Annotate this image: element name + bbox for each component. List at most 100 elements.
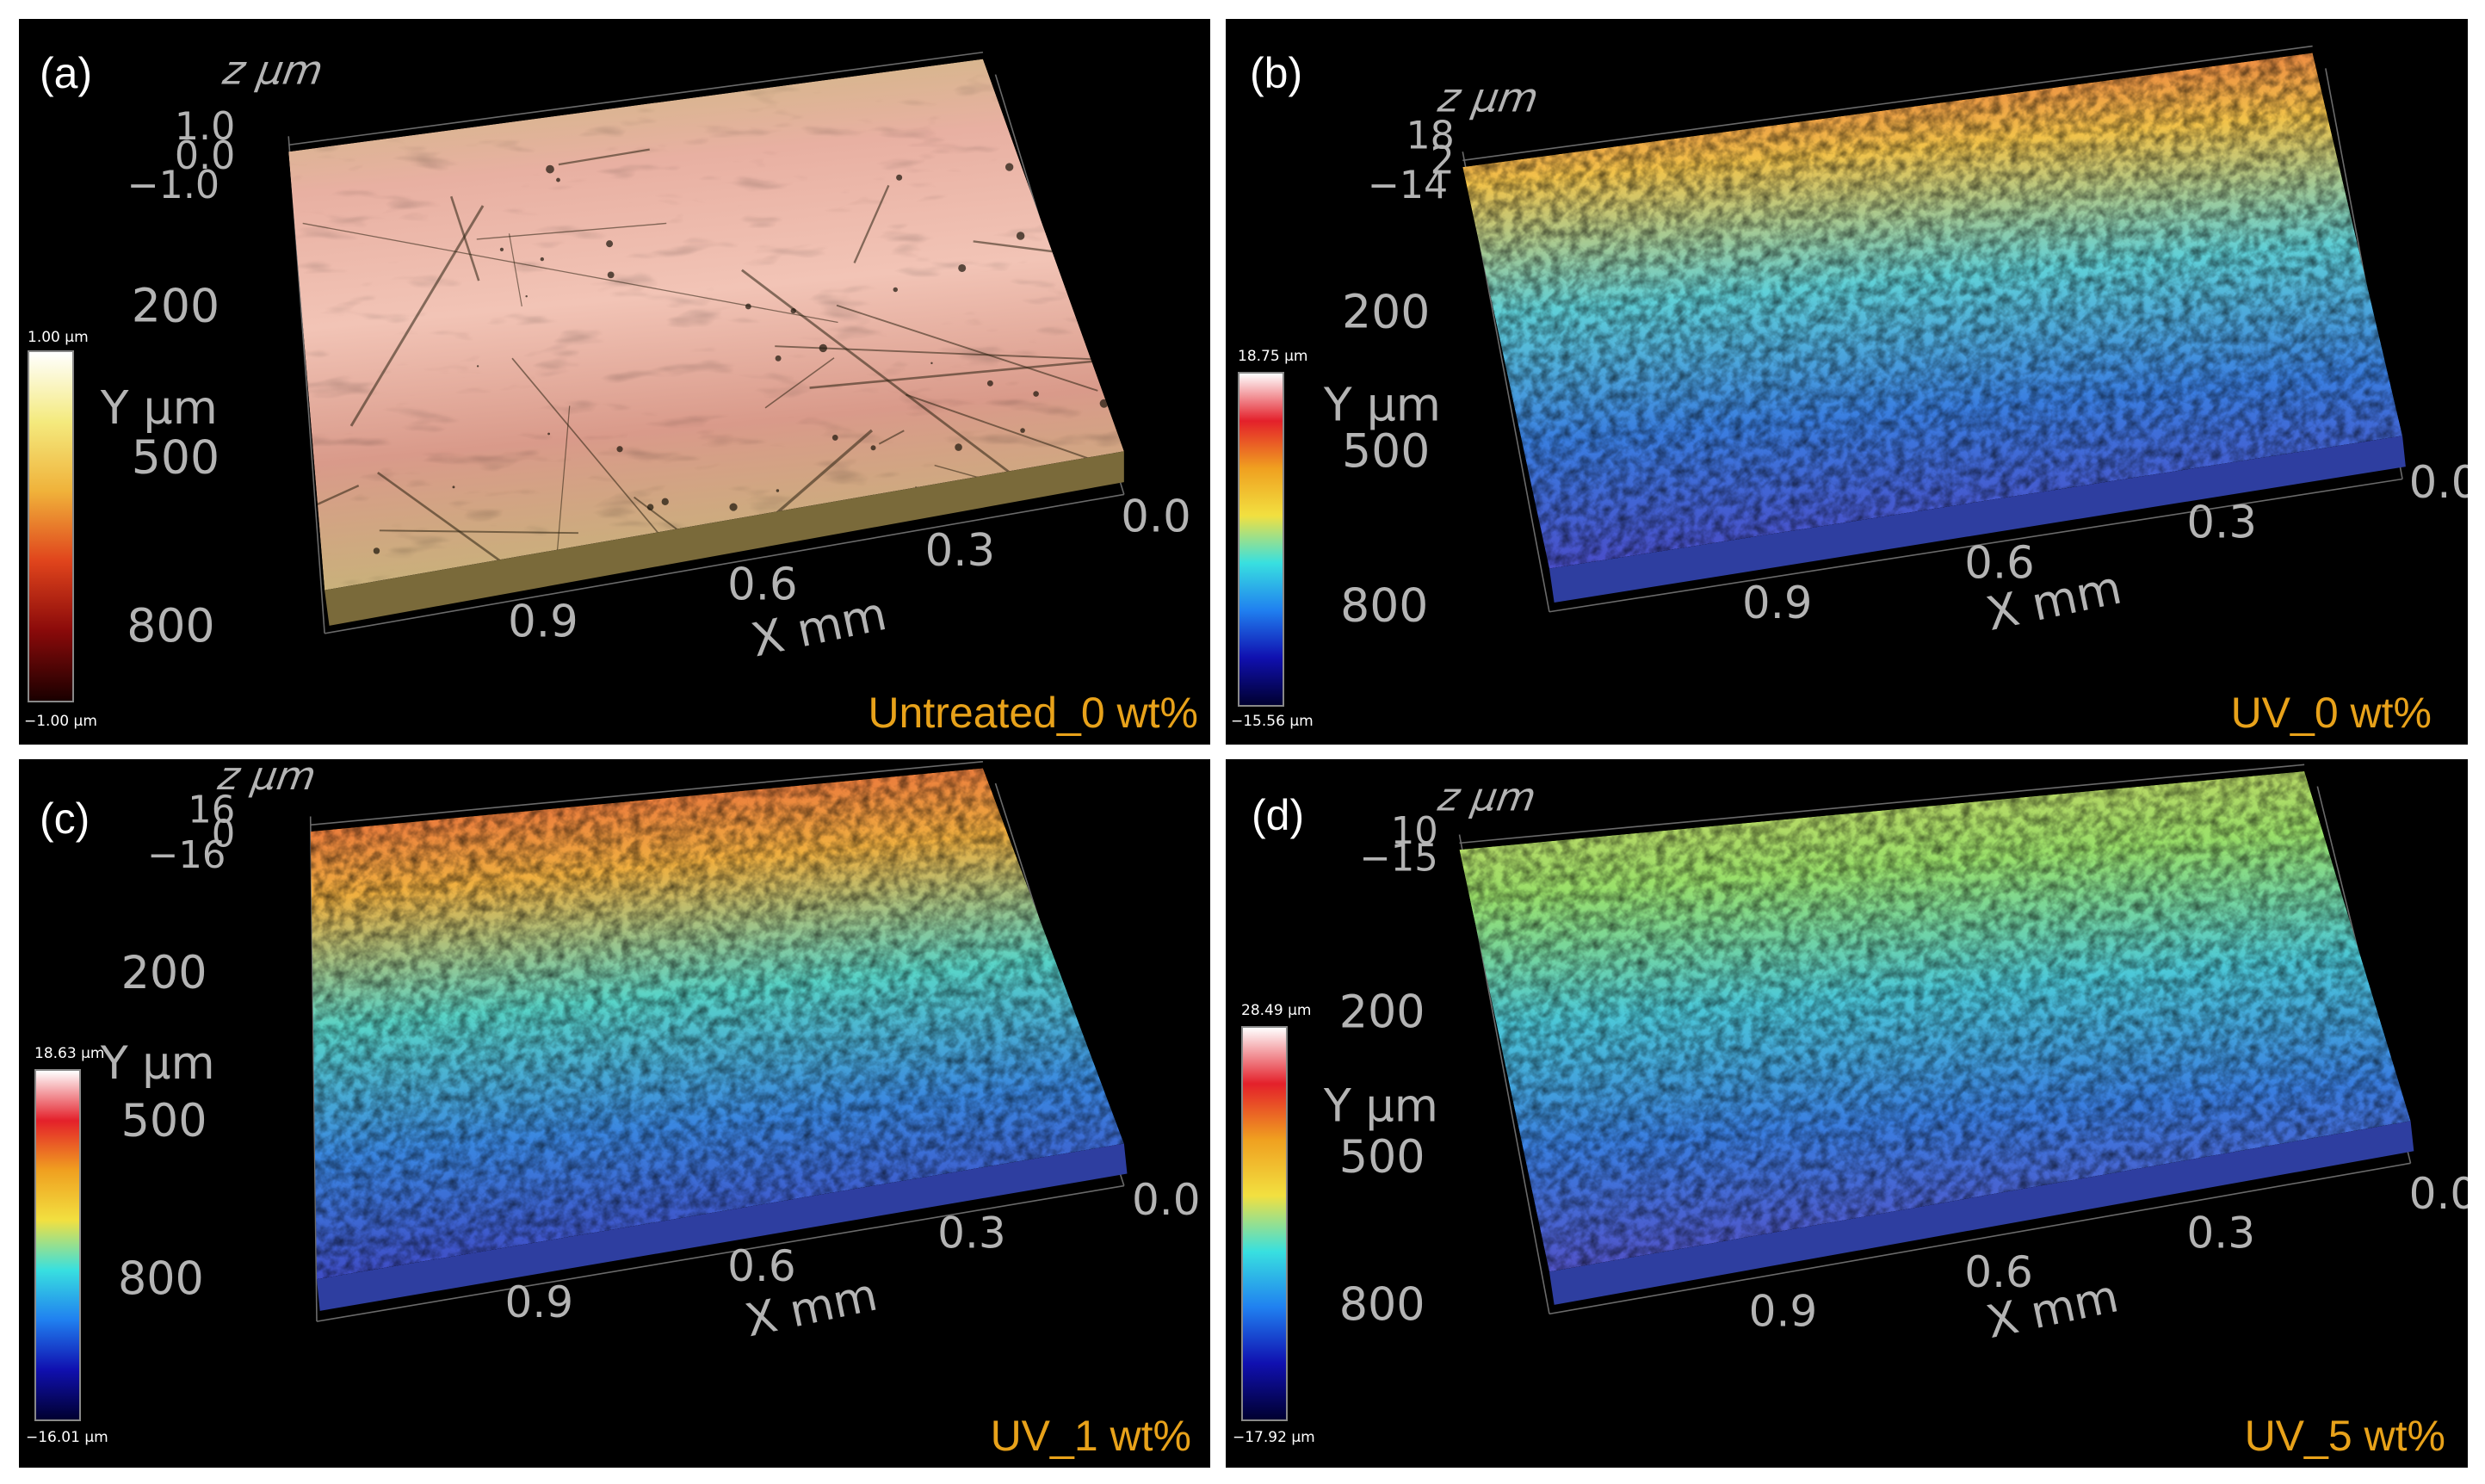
pit-mark (790, 307, 796, 314)
x-axis-tick: 0.6 (1964, 537, 2035, 589)
colorbar-min-label: −1.00 µm (24, 713, 97, 730)
pit-mark (288, 421, 297, 430)
pit-mark (895, 572, 899, 577)
pit-mark (661, 498, 669, 505)
pit-mark (819, 343, 827, 353)
scratch-mark (449, 195, 480, 281)
frame-line (288, 51, 984, 146)
pit-mark (646, 504, 654, 510)
frame-line (1548, 478, 2403, 613)
y-axis-tick: 500 (1339, 1131, 1425, 1184)
pit-mark (476, 365, 479, 368)
z-axis-tick: 2 (1431, 139, 1455, 182)
scratch-mark (973, 240, 1124, 294)
pit-mark (546, 164, 554, 174)
y-axis-tick: 200 (1342, 285, 1430, 339)
pit-mark (896, 174, 903, 181)
z-axis-tick: 18 (1406, 114, 1454, 158)
pit-mark (452, 485, 455, 489)
surface-edge (1548, 436, 2406, 603)
colorbar-max-label: 1.00 µm (28, 329, 89, 346)
y-axis-tick: 500 (1342, 424, 1430, 478)
y-axis-tick: 800 (1340, 578, 1428, 633)
panel-caption: UV_0 wt% (2230, 689, 2432, 737)
y-axis-title: Y µm (1323, 377, 1441, 431)
frame-line (1459, 764, 2305, 844)
z-axis-tick: 0.0 (175, 134, 235, 178)
pit-mark (606, 240, 614, 248)
z-axis-title: z µm (1431, 75, 1547, 121)
colorbar-max-label: 18.63 µm (34, 1045, 105, 1062)
frame-line (1548, 1162, 2411, 1315)
scratch-mark (554, 405, 571, 575)
colorbar-min-label: −16.01 µm (26, 1429, 108, 1446)
y-axis-title: Y µm (100, 1037, 215, 1090)
scratch-mark (508, 233, 522, 307)
pit-mark (870, 445, 876, 451)
y-axis-tick: 800 (1339, 1278, 1425, 1331)
scratch-mark (349, 205, 485, 427)
frame-line (310, 761, 984, 826)
pit-mark (616, 446, 623, 453)
x-axis-tick: 0.0 (1132, 1175, 1201, 1225)
panel-d: z µm 10 −15 200 500 800 Y µm 0.9 0.6 0.3 0.0 X mm (… (1226, 759, 2468, 1468)
frame-line (316, 1184, 1124, 1322)
scratch-mark (878, 430, 905, 445)
panel-caption: Untreated_0 wt% (868, 689, 1198, 737)
pit-mark (775, 355, 782, 362)
z-axis-tick: 10 (1391, 810, 1438, 853)
z-axis-tick: −14 (1368, 164, 1448, 207)
frame-line (1462, 45, 2313, 162)
pit-mark (893, 287, 898, 293)
x-axis-tick: 0.9 (1742, 578, 1813, 629)
colorbar (1241, 1026, 1288, 1421)
scratch-mark (836, 304, 1098, 392)
y-axis-tick: 200 (121, 947, 207, 999)
z-axis-tick: 0 (212, 813, 236, 856)
colorbar-min-label: −17.92 µm (1233, 1429, 1315, 1446)
y-axis-title: Y µm (100, 380, 218, 435)
pit-mark (1020, 428, 1025, 433)
scratch-mark (764, 357, 835, 409)
y-axis-tick: 200 (132, 279, 219, 333)
y-axis-title: Y µm (1323, 1079, 1438, 1132)
surface-edge (1548, 1121, 2414, 1305)
y-axis-tick: 200 (1339, 986, 1425, 1039)
panel-label: (b) (1250, 49, 1303, 97)
pit-mark (986, 380, 993, 386)
pit-mark (958, 263, 967, 272)
z-axis-title: z µm (1431, 775, 1544, 820)
x-axis-tick: 0.0 (2409, 1169, 2468, 1219)
colorbar-max-label: 28.49 µm (1241, 1002, 1312, 1019)
scratch-mark (377, 471, 713, 591)
pit-mark (540, 257, 544, 262)
panel-a: z µm 1.0 0.0 −1.0 200 500 800 Y µm 0.9 0.6 0.3 0.0 X… (19, 19, 1210, 745)
panel-c: z µm 16 0 −16 200 500 800 Y µm 0.9 0.6 0.3 0.0 X mm … (19, 759, 1210, 1468)
pit-mark (1005, 163, 1014, 171)
x-axis-tick: 0.3 (937, 1208, 1006, 1258)
pit-mark (1026, 501, 1032, 508)
pit-mark (893, 550, 900, 558)
scratch-mark (476, 222, 667, 240)
scratch-mark (853, 184, 890, 263)
pit-mark (373, 547, 380, 554)
pit-mark (556, 177, 560, 182)
panel-caption: UV_1 wt% (990, 1412, 1191, 1460)
z-axis-tick: 16 (188, 789, 235, 832)
pit-mark (1033, 391, 1039, 397)
z-axis-title: z µm (216, 47, 331, 94)
pit-mark (955, 443, 962, 451)
surface-top (1459, 771, 2411, 1272)
colorbar (34, 1069, 81, 1421)
colorbar-min-label: −15.56 µm (1231, 713, 1314, 730)
panel-caption: UV_5 wt% (2244, 1412, 2445, 1460)
x-axis-tick: 0.0 (2409, 457, 2468, 509)
colorbar (1238, 372, 1284, 707)
x-axis-tick: 0.6 (727, 559, 798, 610)
y-axis-tick: 800 (118, 1253, 204, 1306)
pit-mark (499, 247, 504, 251)
